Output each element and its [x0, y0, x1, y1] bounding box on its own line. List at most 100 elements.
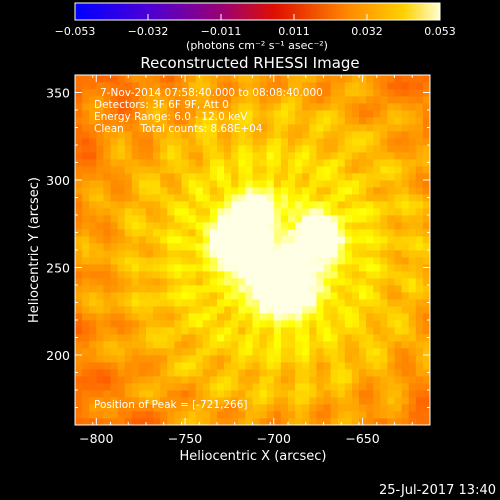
heatmap-pixel	[252, 173, 260, 181]
heatmap-pixel	[373, 124, 381, 132]
heatmap-pixel	[195, 187, 204, 195]
heatmap-pixel	[280, 236, 289, 244]
heatmap-pixel	[344, 397, 353, 405]
heatmap-pixel	[330, 313, 339, 321]
heatmap-pixel	[373, 243, 381, 251]
heatmap-pixel	[167, 145, 175, 153]
heatmap-pixel	[337, 82, 346, 90]
heatmap-pixel	[366, 264, 374, 272]
heatmap-pixel	[259, 348, 268, 356]
heatmap-pixel	[288, 82, 296, 90]
heatmap-pixel	[401, 292, 410, 300]
heatmap-pixel	[252, 355, 260, 363]
heatmap-pixel	[146, 110, 154, 118]
heatmap-pixel	[117, 250, 126, 258]
heatmap-pixel	[359, 390, 367, 398]
heatmap-pixel	[401, 348, 410, 356]
heatmap-pixel	[75, 75, 83, 83]
heatmap-pixel	[117, 180, 126, 188]
x-axis-label: Heliocentric X (arcsec)	[180, 449, 327, 464]
heatmap-pixel	[217, 236, 225, 244]
heatmap-pixel	[415, 390, 424, 398]
heatmap-pixel	[174, 327, 182, 335]
heatmap-pixel	[422, 117, 431, 125]
heatmap-pixel	[117, 285, 126, 293]
heatmap-pixel	[330, 341, 339, 349]
heatmap-pixel	[387, 75, 395, 83]
heatmap-pixel	[238, 362, 246, 370]
heatmap-pixel	[387, 187, 395, 195]
heatmap-pixel	[245, 152, 253, 160]
heatmap-pixel	[202, 138, 211, 146]
heatmap-pixel	[302, 334, 310, 342]
heatmap-pixel	[380, 187, 388, 195]
heatmap-pixel	[75, 229, 83, 237]
heatmap-pixel	[351, 390, 360, 398]
heatmap-pixel	[75, 124, 83, 132]
heatmap-pixel	[288, 201, 296, 209]
heatmap-pixel	[323, 355, 331, 363]
heatmap-pixel	[309, 89, 317, 97]
heatmap-pixel	[394, 89, 402, 97]
heatmap-pixel	[351, 418, 360, 426]
heatmap-pixel	[153, 411, 161, 419]
heatmap-pixel	[266, 110, 275, 118]
heatmap-pixel	[408, 166, 417, 174]
heatmap-pixel	[366, 299, 374, 307]
heatmap-pixel	[280, 418, 289, 426]
heatmap-pixel	[117, 355, 126, 363]
heatmap-pixel	[138, 152, 147, 160]
heatmap-pixel	[366, 215, 374, 223]
heatmap-pixel	[344, 271, 353, 279]
heatmap-pixel	[146, 124, 154, 132]
heatmap-pixel	[280, 348, 289, 356]
heatmap-pixel	[117, 278, 126, 286]
heatmap-pixel	[117, 229, 126, 237]
heatmap-pixel	[96, 306, 104, 314]
heatmap-pixel	[273, 320, 282, 328]
heatmap-pixel	[373, 187, 381, 195]
heatmap-pixel	[259, 278, 268, 286]
heatmap-pixel	[295, 390, 303, 398]
heatmap-pixel	[351, 250, 360, 258]
heatmap-pixel	[224, 348, 232, 356]
heatmap-pixel	[96, 201, 104, 209]
heatmap-pixel	[153, 131, 161, 139]
heatmap-pixel	[408, 229, 417, 237]
heatmap-pixel	[323, 285, 331, 293]
heatmap-pixel	[387, 320, 395, 328]
heatmap-pixel	[266, 131, 275, 139]
heatmap-pixel	[359, 411, 367, 419]
heatmap-pixel	[394, 362, 402, 370]
heatmap-pixel	[195, 131, 204, 139]
heatmap-pixel	[82, 166, 90, 174]
heatmap-pixel	[302, 187, 310, 195]
heatmap-pixel	[245, 215, 253, 223]
heatmap-pixel	[288, 117, 296, 125]
heatmap-pixel	[401, 271, 410, 279]
heatmap-pixel	[394, 278, 402, 286]
heatmap-pixel	[295, 201, 303, 209]
heatmap-pixel	[174, 348, 182, 356]
heatmap-pixel	[316, 236, 324, 244]
heatmap-pixel	[259, 390, 268, 398]
heatmap-pixel	[259, 82, 268, 90]
heatmap-pixel	[153, 376, 161, 384]
heatmap-pixel	[273, 131, 282, 139]
heatmap-pixel	[224, 152, 232, 160]
heatmap-pixel	[110, 383, 118, 391]
heatmap-pixel	[373, 131, 381, 139]
heatmap-pixel	[110, 278, 118, 286]
heatmap-pixel	[415, 82, 424, 90]
heatmap-pixel	[330, 194, 339, 202]
heatmap-pixel	[344, 173, 353, 181]
heatmap-pixel	[366, 75, 374, 83]
heatmap-pixel	[266, 418, 275, 426]
heatmap-pixel	[408, 243, 417, 251]
heatmap-pixel	[323, 138, 331, 146]
heatmap-pixel	[380, 369, 388, 377]
heatmap-pixel	[202, 117, 211, 125]
heatmap-pixel	[259, 355, 268, 363]
heatmap-pixel	[146, 173, 154, 181]
heatmap-pixel	[153, 369, 161, 377]
